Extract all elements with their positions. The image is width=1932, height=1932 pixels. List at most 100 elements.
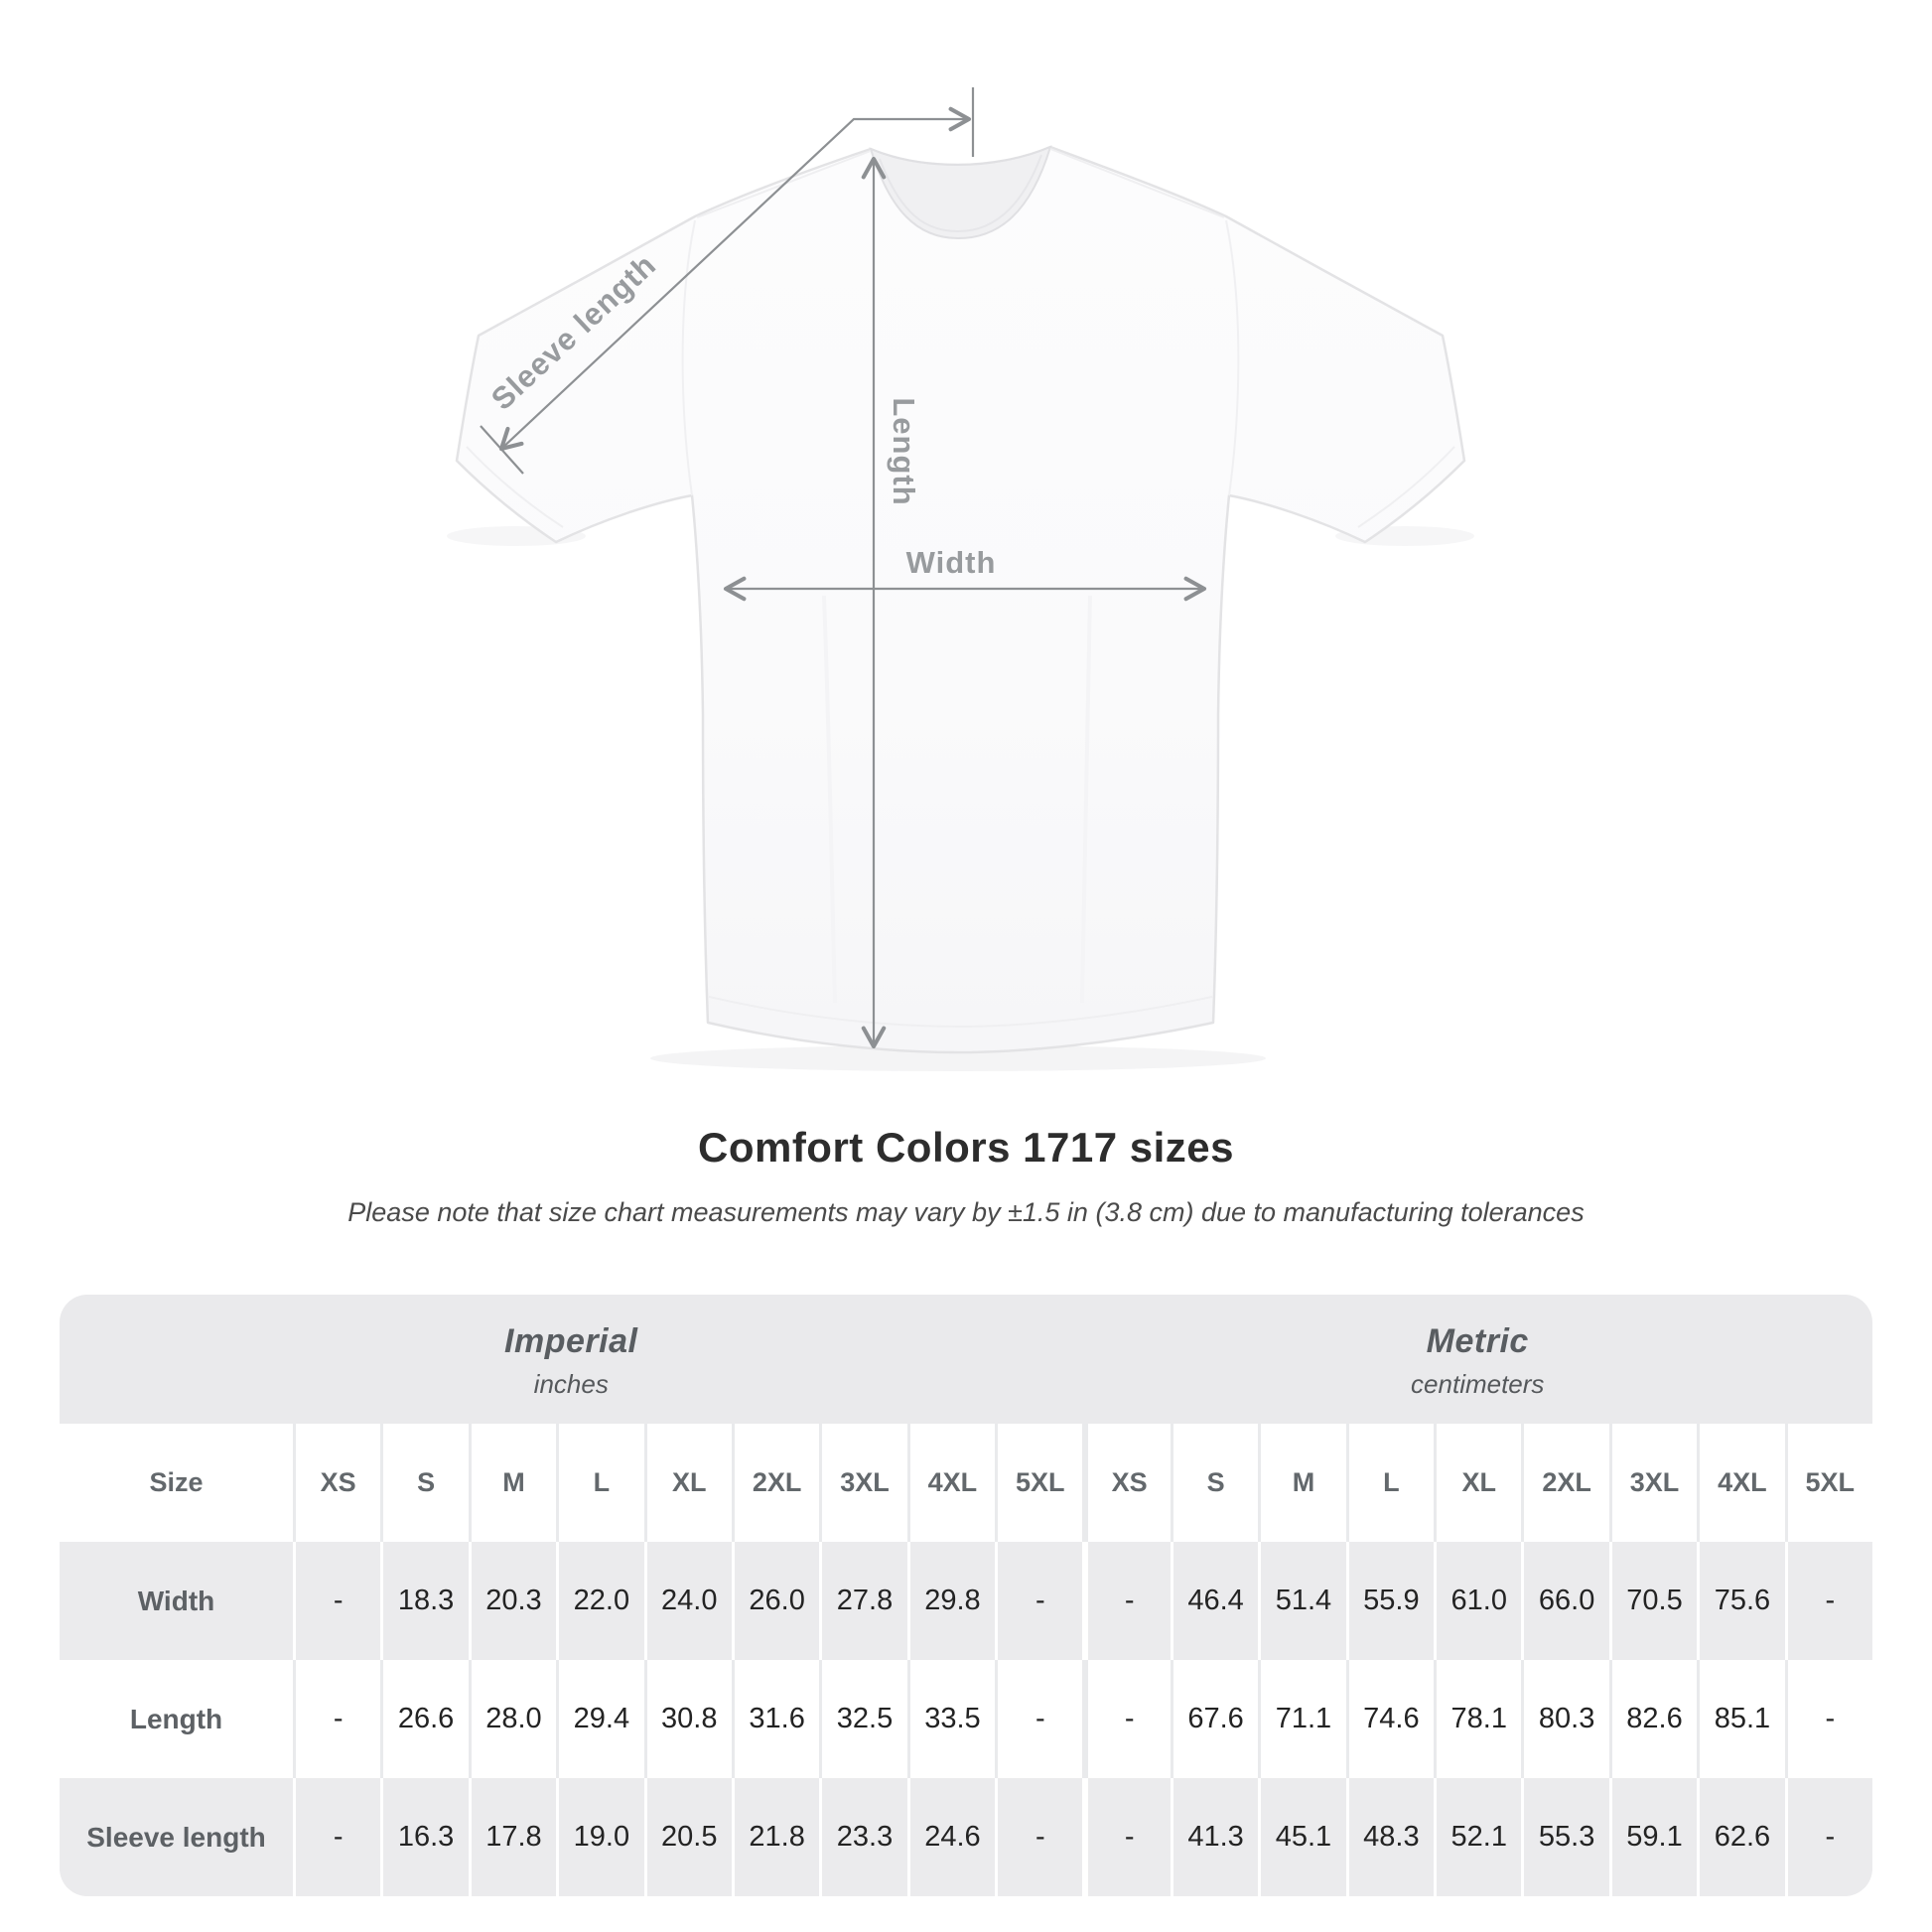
- size-value-cell: 62.6: [1697, 1778, 1784, 1896]
- size-value-cell: 17.8: [468, 1778, 556, 1896]
- size-value-cell: -: [995, 1778, 1082, 1896]
- length-label: Length: [887, 397, 921, 505]
- size-header-cell: XL: [643, 1424, 732, 1542]
- size-header-cell: L: [1345, 1424, 1434, 1542]
- size-value-cell: 82.6: [1608, 1660, 1697, 1778]
- size-value-cell: 26.0: [731, 1542, 819, 1660]
- tshirt-cuff-seam-right: [1357, 446, 1455, 528]
- size-value-cell: 27.8: [819, 1542, 906, 1660]
- size-header-cell: 2XL: [731, 1424, 819, 1542]
- size-value-cell: 85.1: [1697, 1660, 1784, 1778]
- size-value-cell: 41.3: [1170, 1778, 1258, 1896]
- size-value-cell: 16.3: [380, 1778, 468, 1896]
- size-value-cell: 66.0: [1521, 1542, 1608, 1660]
- tshirt-wrinkle-right: [1080, 595, 1092, 1004]
- size-value-cell: 32.5: [819, 1660, 906, 1778]
- size-value-cell: 70.5: [1608, 1542, 1697, 1660]
- size-value-cell: 20.5: [643, 1778, 732, 1896]
- measurement-row: Sleeve length -16.3 17.8 19.0 20.5 21.8 23.3 24…: [60, 1778, 1872, 1896]
- size-value-cell: 61.0: [1434, 1542, 1521, 1660]
- size-value-cell: 33.5: [906, 1660, 995, 1778]
- page-title: Comfort Colors 1717 sizes: [697, 1124, 1234, 1171]
- size-header-cell: M: [1258, 1424, 1345, 1542]
- size-header-row: Size XS S M L XL 2XL 3XL 4XL 5XL XS S M L XL 2XL 3XL 4XL 5…: [60, 1424, 1872, 1542]
- size-header-cell: 3XL: [819, 1424, 906, 1542]
- size-value-cell: 18.3: [380, 1542, 468, 1660]
- unit-band: Imperial inches Metric centimeters: [60, 1295, 1872, 1424]
- size-header-cell: 4XL: [1697, 1424, 1784, 1542]
- size-value-cell: -: [293, 1660, 380, 1778]
- size-value-cell: 80.3: [1521, 1660, 1608, 1778]
- size-value-cell: 22.0: [556, 1542, 643, 1660]
- size-header-cell: S: [1170, 1424, 1258, 1542]
- size-value-cell: 30.8: [643, 1660, 732, 1778]
- size-value-cell: -: [995, 1660, 1082, 1778]
- row-label: Width: [137, 1585, 215, 1616]
- sleeve-length-arrow: [498, 106, 972, 452]
- size-value-cell: 48.3: [1345, 1778, 1434, 1896]
- size-value-cell: -: [1082, 1660, 1170, 1778]
- size-value-cell: 29.4: [556, 1660, 643, 1778]
- page-subtitle: Please note that size chart measurements…: [347, 1197, 1585, 1227]
- size-value-cell: 19.0: [556, 1778, 643, 1896]
- row-label: Length: [129, 1703, 223, 1734]
- size-value-cell: -: [293, 1778, 380, 1896]
- size-value-cell: 24.0: [643, 1542, 732, 1660]
- size-header-cell: M: [468, 1424, 556, 1542]
- tshirt-hem-seam: [708, 996, 1213, 1029]
- size-header-cell: XS: [1082, 1424, 1170, 1542]
- row-label: Sleeve length: [86, 1821, 266, 1853]
- size-value-cell: 23.3: [819, 1778, 906, 1896]
- size-value-cell: 51.4: [1258, 1542, 1345, 1660]
- tshirt-wrinkle-left: [822, 595, 837, 1004]
- tshirt-sleeve-seam-right: [1225, 219, 1240, 496]
- size-value-cell: -: [995, 1542, 1082, 1660]
- size-value-cell: 52.1: [1434, 1778, 1521, 1896]
- size-value-cell: 21.8: [731, 1778, 819, 1896]
- size-header-cell: 5XL: [995, 1424, 1082, 1542]
- size-header-cell: S: [380, 1424, 468, 1542]
- size-header-cell: 2XL: [1521, 1424, 1608, 1542]
- size-value-cell: -: [1082, 1778, 1170, 1896]
- metric-header: Metric centimeters: [1083, 1295, 1873, 1424]
- size-value-cell: 29.8: [906, 1542, 995, 1660]
- size-value-cell: 78.1: [1434, 1660, 1521, 1778]
- size-value-cell: -: [1082, 1542, 1170, 1660]
- size-header-cell: XS: [293, 1424, 380, 1542]
- imperial-header: Imperial inches: [60, 1295, 1083, 1424]
- size-value-cell: 75.6: [1697, 1542, 1784, 1660]
- size-value-cell: 74.6: [1345, 1660, 1434, 1778]
- metric-subtitle: centimeters: [1411, 1369, 1545, 1399]
- size-table: Imperial inches Metric centimeters Size X…: [60, 1295, 1872, 1896]
- size-value-cell: 55.3: [1521, 1778, 1608, 1896]
- measurement-row: Width -18.3 20.3 22.0 24.0 26.0 27.8 29.8- -46.4…: [60, 1542, 1872, 1660]
- size-value-cell: -: [293, 1542, 380, 1660]
- width-label: Width: [906, 545, 997, 580]
- imperial-title: Imperial: [504, 1322, 638, 1360]
- size-value-cell: -: [1784, 1542, 1872, 1660]
- imperial-subtitle: inches: [533, 1369, 609, 1399]
- tshirt-diagram: Sleeve length Length Width: [455, 87, 1466, 1071]
- sleeve-length-start-tick: [480, 425, 524, 475]
- tshirt-shadow: [650, 1045, 1266, 1071]
- size-header-cell: 3XL: [1608, 1424, 1697, 1542]
- size-value-cell: 20.3: [468, 1542, 556, 1660]
- size-value-cell: 67.6: [1170, 1660, 1258, 1778]
- size-header-cell: XL: [1434, 1424, 1521, 1542]
- size-table-grid: Size XS S M L XL 2XL 3XL 4XL 5XL XS S M L XL 2XL 3XL 4XL 5…: [60, 1424, 1872, 1896]
- size-value-cell: -: [1784, 1778, 1872, 1896]
- measurement-lines: [480, 87, 1207, 1049]
- metric-title: Metric: [1426, 1322, 1529, 1360]
- size-value-cell: 71.1: [1258, 1660, 1345, 1778]
- size-value-cell: 26.6: [380, 1660, 468, 1778]
- size-value-cell: -: [1784, 1660, 1872, 1778]
- size-value-cell: 45.1: [1258, 1778, 1345, 1896]
- size-value-cell: 55.9: [1345, 1542, 1434, 1660]
- size-value-cell: 24.6: [906, 1778, 995, 1896]
- tshirt-shoulder-seam-right: [1049, 148, 1225, 218]
- tshirt-cuff-seam-left: [466, 446, 564, 528]
- size-value-cell: 59.1: [1608, 1778, 1697, 1896]
- size-header-cell: 4XL: [906, 1424, 995, 1542]
- size-header-cell: L: [556, 1424, 643, 1542]
